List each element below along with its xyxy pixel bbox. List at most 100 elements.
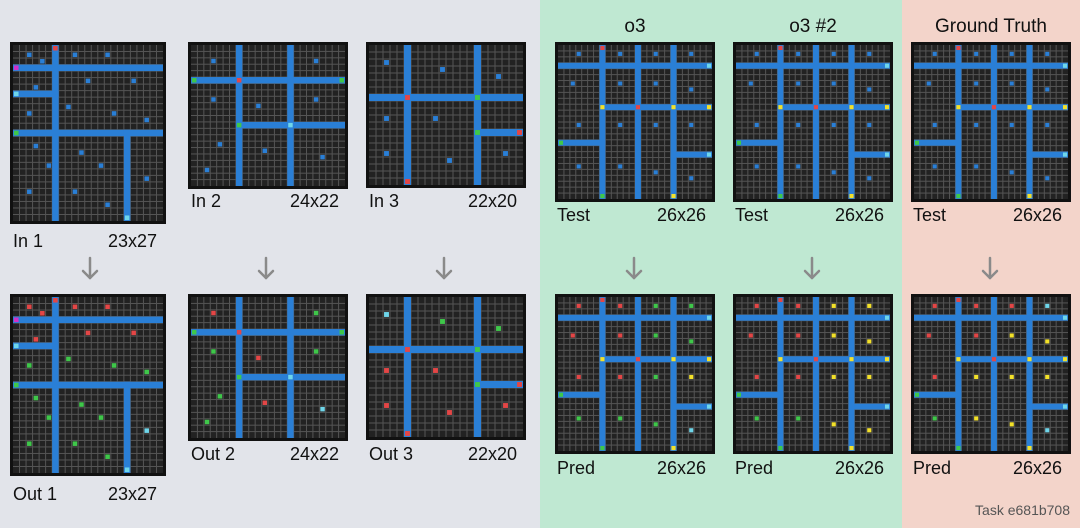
header-o3: o3 — [624, 16, 646, 37]
grid-cell-red — [236, 330, 242, 335]
header-ground-truth: Ground Truth — [935, 16, 1047, 37]
label-pred-o3: Pred — [557, 458, 596, 478]
grid-in-2 — [188, 42, 348, 189]
grid-cell-red — [813, 357, 819, 362]
grid-cell-red — [991, 105, 997, 110]
grid-cell-blue — [27, 189, 32, 194]
grid-cell-blue — [570, 81, 575, 86]
grid-cell-blue — [66, 104, 71, 110]
grid-line-vertical — [123, 129, 131, 221]
grid-cell-blue — [576, 164, 581, 169]
grid-line-horizontal — [777, 356, 890, 363]
grid-cell-cyan — [1062, 63, 1068, 68]
grid-cell-yellow — [974, 416, 979, 421]
grid-line-horizontal — [369, 94, 523, 101]
grid-cell-blue — [796, 51, 801, 56]
grid-cell-blue — [618, 164, 623, 169]
grid-cell-yellow — [600, 357, 605, 362]
grid-cell-red — [85, 330, 91, 336]
grid-line-horizontal — [474, 381, 523, 388]
grid-cell-green — [144, 369, 149, 375]
grid-cell-cyan — [1062, 315, 1068, 320]
grid-cell-red — [72, 304, 78, 310]
grid-cell-blue — [144, 176, 149, 181]
grid-cell-blue — [46, 163, 52, 168]
grid-line-vertical — [52, 297, 59, 473]
grid-cell-blue — [1045, 176, 1050, 181]
grid-out-2 — [188, 294, 348, 441]
grid-svg — [736, 297, 890, 451]
label-test-ground-truth: Test — [913, 205, 947, 225]
arrow-down-svg — [81, 256, 99, 280]
grid-cell-red — [1009, 303, 1014, 308]
grid-cell-cyan — [884, 404, 890, 409]
grid-cell-blue — [618, 51, 623, 56]
arrow-down-icon — [434, 256, 454, 282]
grid-cell-blue — [926, 81, 931, 86]
grid-line-vertical — [635, 45, 641, 199]
arrow-down-svg — [981, 256, 999, 280]
grid-cell-blue — [1009, 122, 1014, 128]
grid-cell-green — [111, 363, 117, 368]
grid-cell-blue — [1045, 87, 1050, 92]
grid-cell-yellow — [1009, 374, 1014, 380]
grid-line-horizontal — [670, 151, 712, 158]
grid-out-1 — [10, 294, 166, 476]
grid-test-ground-truth — [911, 42, 1071, 202]
grid-cell-blue — [689, 51, 694, 56]
grid-cell-blue — [754, 51, 759, 56]
grid-cell-blue — [72, 52, 78, 58]
grid-cell-red — [956, 297, 961, 303]
grid-cell-cyan — [1062, 404, 1068, 409]
grid-cell-green — [27, 363, 32, 368]
grid-cell-green — [475, 347, 480, 352]
grid-cell-blue — [1009, 81, 1014, 86]
grid-cell-green — [653, 333, 658, 338]
grid-line-vertical — [404, 297, 411, 437]
grid-line-vertical — [404, 45, 411, 185]
grid-cell-red — [926, 333, 931, 338]
grid-cell-red — [405, 179, 410, 184]
grid-cell-blue — [313, 58, 319, 64]
grid-cell-blue — [754, 164, 759, 169]
grid-cell-blue — [262, 148, 268, 153]
grid-cell-yellow — [831, 303, 836, 308]
grid-line-horizontal — [955, 104, 1068, 111]
grid-pred-o3 — [555, 294, 715, 454]
grid-cell-blue — [974, 81, 979, 86]
grid-cell-yellow — [974, 374, 979, 380]
arrow-down-svg — [435, 256, 453, 280]
grid-cell-red — [635, 357, 641, 362]
grid-cell-red — [974, 333, 979, 338]
label-in-3: In 3 — [369, 191, 400, 211]
grid-cell-yellow — [831, 422, 836, 427]
arrow-down-icon — [80, 256, 100, 282]
grid-cell-cyan — [13, 91, 19, 97]
grid-line-horizontal — [13, 129, 163, 137]
grid-pred-ground-truth — [911, 294, 1071, 454]
grid-cell-green — [600, 445, 605, 451]
grid-cell-yellow — [600, 105, 605, 110]
grid-cell-blue — [689, 87, 694, 92]
size-in-3: 22x20 — [468, 191, 518, 211]
grid-cell-cyan — [706, 315, 712, 320]
grid-cell-red — [405, 347, 410, 352]
grid-cell-blue — [618, 81, 623, 86]
grid-cell-cyan — [706, 63, 712, 68]
grid-cell-yellow — [1027, 357, 1032, 362]
grid-cell-red — [27, 304, 32, 310]
grid-cell-green — [339, 330, 345, 335]
grid-cell-red — [796, 303, 801, 308]
grid-line-horizontal — [848, 403, 890, 410]
grid-cell-green — [98, 415, 104, 420]
grid-line-vertical — [670, 297, 677, 451]
grid-line-vertical — [813, 297, 819, 451]
grid-line-vertical — [287, 297, 294, 438]
grid-cell-green — [79, 402, 84, 407]
grid-cell-red — [748, 333, 753, 338]
grid-cell-red — [256, 355, 261, 361]
grid-cell-cyan — [144, 428, 149, 433]
grid-line-horizontal — [13, 342, 59, 350]
grid-line-vertical — [123, 381, 131, 473]
grid-cell-green — [27, 441, 32, 446]
